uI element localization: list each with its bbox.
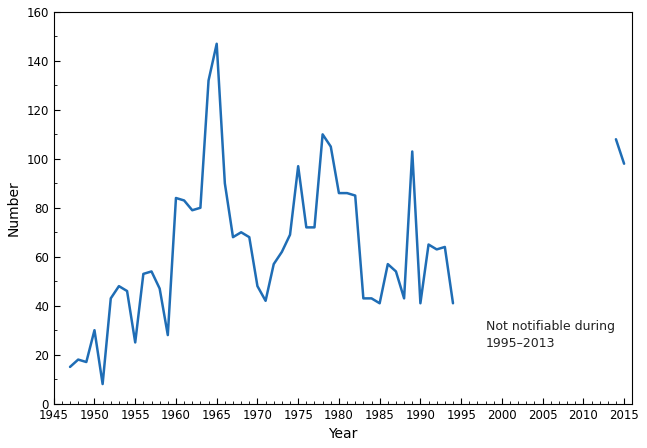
Text: Not notifiable during
1995–2013: Not notifiable during 1995–2013	[486, 320, 615, 350]
Y-axis label: Number: Number	[7, 180, 21, 236]
X-axis label: Year: Year	[328, 427, 358, 441]
